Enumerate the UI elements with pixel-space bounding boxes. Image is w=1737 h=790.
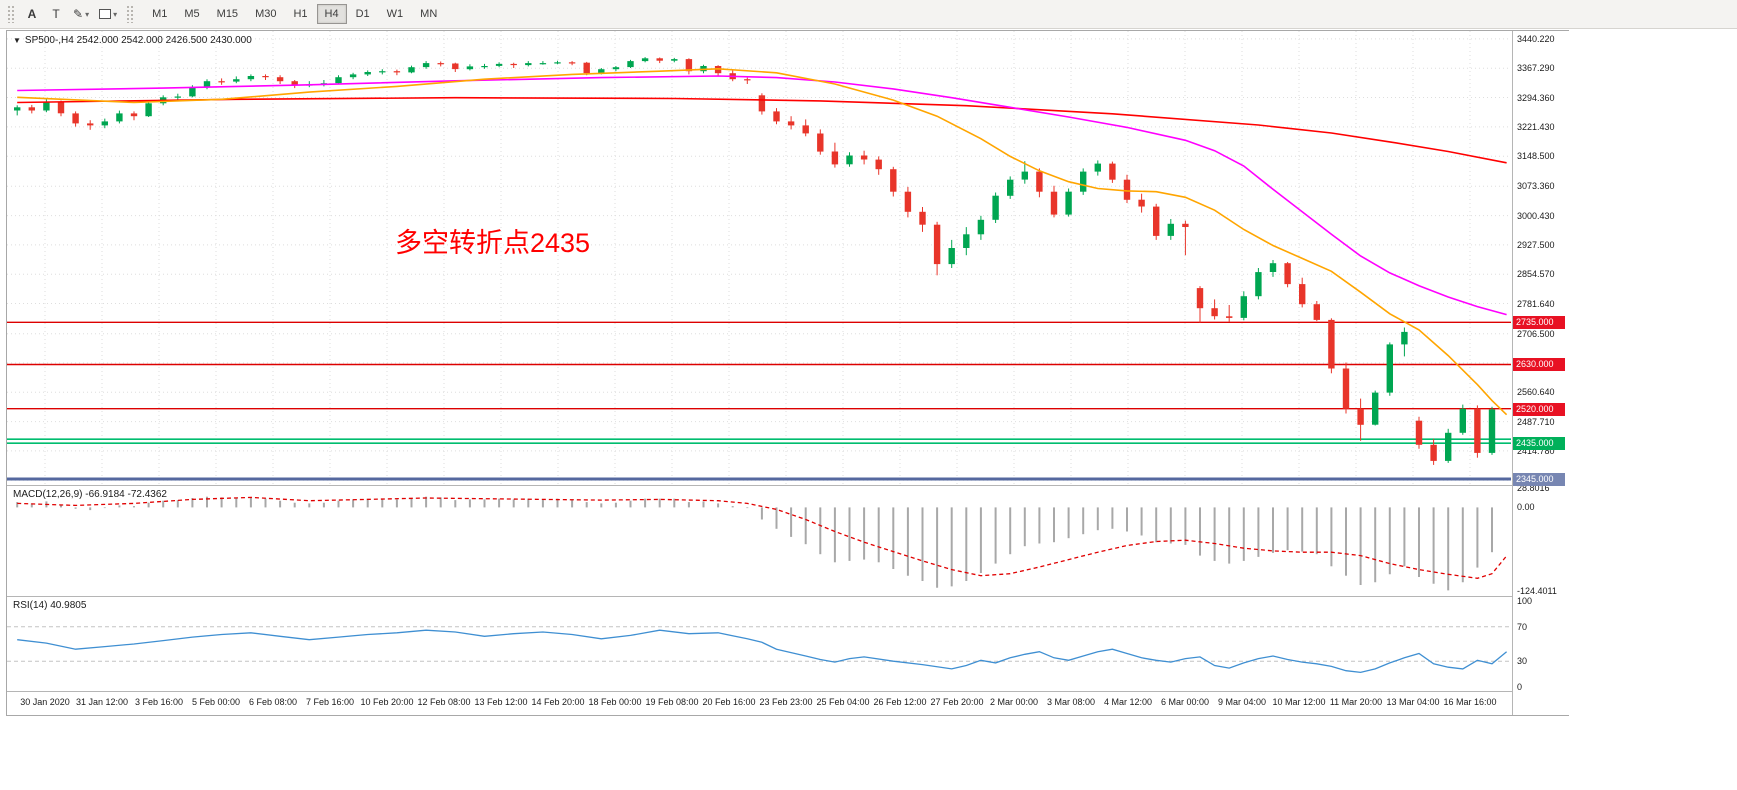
text-tool-label: A (27, 7, 37, 21)
scale-label: 2487.710 (1517, 417, 1555, 427)
chart-window: ▼ SP500-,H4 2542.000 2542.000 2426.500 2… (6, 30, 1569, 716)
scale-label: 3294.360 (1517, 93, 1555, 103)
scale-label: 2854.570 (1517, 269, 1555, 279)
scale-label: 70 (1517, 622, 1528, 632)
main-chart-panel[interactable]: ▼ SP500-,H4 2542.000 2542.000 2426.500 2… (7, 31, 1511, 485)
time-axis-label: 10 Mar 12:00 (1272, 697, 1326, 707)
time-axis-label: 7 Feb 16:00 (305, 697, 355, 707)
price-level-badge: 2520.000 (1513, 403, 1565, 416)
timeframe-button-mn[interactable]: MN (412, 4, 445, 24)
panel-separator[interactable] (7, 691, 1568, 692)
time-axis-label: 16 Mar 16:00 (1443, 697, 1497, 707)
price-level-badge: 2435.000 (1513, 437, 1565, 450)
scale-label: 3000.430 (1517, 211, 1555, 221)
time-axis-label: 4 Mar 12:00 (1103, 697, 1153, 707)
macd-label: MACD(12,26,9) -66.9184 -72.4362 (13, 489, 167, 500)
scale-label: 2414.780 (1517, 446, 1555, 456)
time-axis-label: 25 Feb 04:00 (816, 697, 870, 707)
scale-label: 30 (1517, 656, 1528, 666)
price-level-badge: 2735.000 (1513, 316, 1565, 329)
chart-annotation[interactable]: 多空转折点2435 (395, 228, 591, 258)
pencil-icon: ✎ (73, 7, 84, 21)
timeframe-button-m30[interactable]: M30 (247, 4, 284, 24)
time-axis-label: 30 Jan 2020 (20, 697, 70, 707)
time-axis-label: 6 Mar 00:00 (1160, 697, 1210, 707)
time-axis-label: 2 Mar 00:00 (989, 697, 1039, 707)
shapes-icon (99, 9, 112, 19)
timeframe-button-h4[interactable]: H4 (316, 4, 347, 24)
time-axis-label: 26 Feb 12:00 (873, 697, 927, 707)
scale-label: 100 (1517, 596, 1533, 606)
main-chart-canvas[interactable] (7, 31, 1511, 485)
panel-separator[interactable] (7, 596, 1568, 597)
timeframe-button-h1[interactable]: H1 (285, 4, 315, 24)
scale-label: 0.00 (1517, 502, 1535, 512)
timeframe-button-m5[interactable]: M5 (176, 4, 207, 24)
time-axis[interactable]: 30 Jan 2020 31 Jan 12:00 3 Feb 16:00 5 Feb … (7, 692, 1511, 715)
rsi-panel[interactable]: RSI(14) 40.9805 (7, 597, 1511, 691)
candlestick-series (14, 57, 1496, 465)
time-axis-label: 3 Mar 08:00 (1046, 697, 1096, 707)
chart-title-bar: ▼ SP500-,H4 2542.000 2542.000 2426.500 2… (13, 35, 252, 46)
time-axis-label: 18 Feb 00:00 (588, 697, 642, 707)
shapes-tool-button[interactable]: ▾ (95, 4, 121, 25)
time-axis-label: 27 Feb 20:00 (930, 697, 984, 707)
time-axis-label: 14 Feb 20:00 (531, 697, 585, 707)
timeframe-toolbar: M1 M5 M15 M30 H1 H4 D1 W1 MN (144, 4, 445, 24)
draw-tool-button[interactable]: ✎ ▾ (69, 4, 93, 25)
scale-label: 3221.430 (1517, 122, 1555, 132)
chevron-down-icon: ▾ (113, 9, 118, 19)
macd-canvas[interactable] (7, 486, 1511, 596)
panel-separator[interactable] (7, 485, 1568, 486)
scale-label: 2927.500 (1517, 240, 1555, 250)
timeframe-button-d1[interactable]: D1 (348, 4, 378, 24)
time-axis-label: 10 Feb 20:00 (360, 697, 414, 707)
scale-label: 3440.220 (1517, 34, 1555, 44)
time-axis-label: 11 Mar 20:00 (1329, 697, 1383, 707)
timeframe-button-w1[interactable]: W1 (379, 4, 412, 24)
time-axis-label: 19 Feb 08:00 (645, 697, 699, 707)
time-axis-label: 5 Feb 00:00 (191, 697, 241, 707)
time-axis-label: 13 Feb 12:00 (474, 697, 528, 707)
chevron-down-icon: ▾ (85, 9, 90, 19)
scale-label: 3367.290 (1517, 63, 1555, 73)
scale-label: 2706.500 (1517, 329, 1555, 339)
time-axis-label: 12 Feb 08:00 (417, 697, 471, 707)
time-axis-label: 13 Mar 04:00 (1386, 697, 1440, 707)
scale-label: 3148.500 (1517, 151, 1555, 161)
text-tool-button[interactable]: A (21, 4, 43, 25)
time-axis-label: 20 Feb 16:00 (702, 697, 756, 707)
label-tool-icon: T (52, 7, 60, 21)
time-axis-label: 23 Feb 23:00 (759, 697, 813, 707)
scale-label: 2560.640 (1517, 387, 1555, 397)
price-scale[interactable]: 3440.220 3367.290 3294.360 3221.430 3148.500… (1512, 31, 1569, 715)
scale-label: 2781.640 (1517, 299, 1555, 309)
time-axis-label: 6 Feb 08:00 (248, 697, 298, 707)
time-axis-label: 9 Mar 04:00 (1217, 697, 1267, 707)
price-level-badge: 2345.000 (1513, 473, 1565, 486)
time-axis-label: 3 Feb 16:00 (134, 697, 184, 707)
toolbar-grip[interactable] (126, 5, 136, 23)
time-axis-label: 31 Jan 12:00 (75, 697, 129, 707)
timeframe-button-m1[interactable]: M1 (144, 4, 175, 24)
scale-label: 3073.360 (1517, 181, 1555, 191)
rsi-canvas[interactable] (7, 597, 1511, 691)
timeframe-button-m15[interactable]: M15 (209, 4, 246, 24)
toolbar-grip[interactable] (7, 5, 16, 23)
macd-panel[interactable]: MACD(12,26,9) -66.9184 -72.4362 (7, 486, 1511, 596)
chart-dropdown-icon[interactable]: ▼ (13, 36, 21, 45)
scale-label: -124.4011 (1517, 586, 1557, 596)
chart-title: SP500-,H4 2542.000 2542.000 2426.500 243… (24, 35, 252, 46)
toolbar: A T ✎ ▾ ▾ M1 M5 M15 M30 H1 H4 D1 W1 MN (0, 0, 1737, 29)
scale-label: 0 (1517, 682, 1523, 692)
scale-label: 28.8016 (1517, 483, 1550, 493)
price-level-badge: 2630.000 (1513, 358, 1565, 371)
label-tool-button[interactable]: T (45, 4, 67, 25)
rsi-label: RSI(14) 40.9805 (13, 600, 87, 611)
